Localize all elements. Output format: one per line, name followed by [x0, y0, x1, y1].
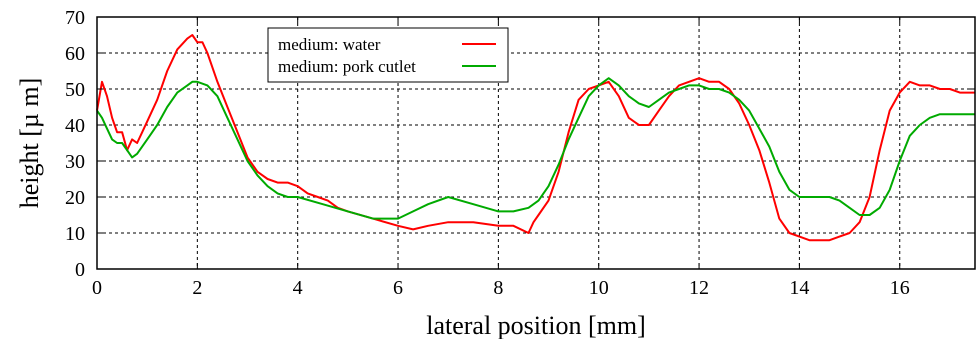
- legend: medium: water medium: pork cutlet: [267, 27, 509, 83]
- y-tick-label: 30: [65, 151, 85, 173]
- y-tick-label: 20: [65, 187, 85, 209]
- y-tick-label: 40: [65, 115, 85, 137]
- y-axis-label: height [µ m]: [15, 78, 44, 209]
- y-tick-label: 70: [65, 7, 85, 29]
- grid-lines: [97, 17, 975, 269]
- x-axis-label: lateral position [mm]: [426, 311, 646, 339]
- series-line-1: [96, 77, 975, 220]
- x-tick-label: 2: [192, 277, 202, 299]
- x-tick-label: 6: [393, 277, 403, 299]
- x-tick-label: 12: [689, 277, 709, 299]
- plot-frame: [96, 16, 976, 270]
- x-tick-label: 16: [890, 277, 910, 299]
- series-layer: [96, 34, 975, 242]
- y-tick-label: 10: [65, 223, 85, 245]
- axis-ticks: 0 2 4 6 8 10 12 14 16 0 10 20 30 40 50 60 70: [65, 7, 975, 299]
- y-tick-label: 50: [65, 79, 85, 101]
- y-tick-label: 0: [75, 259, 85, 281]
- legend-box: [267, 27, 509, 83]
- series-line-0: [96, 34, 975, 242]
- legend-label-pork-cutlet: medium: pork cutlet: [278, 57, 416, 76]
- x-tick-label: 14: [789, 277, 809, 299]
- y-tick-label: 60: [65, 43, 85, 65]
- x-tick-label: 8: [493, 277, 503, 299]
- x-tick-label: 0: [92, 277, 102, 299]
- legend-label-water: medium: water: [278, 35, 381, 54]
- x-tick-label: 4: [293, 277, 303, 299]
- x-tick-label: 10: [589, 277, 609, 299]
